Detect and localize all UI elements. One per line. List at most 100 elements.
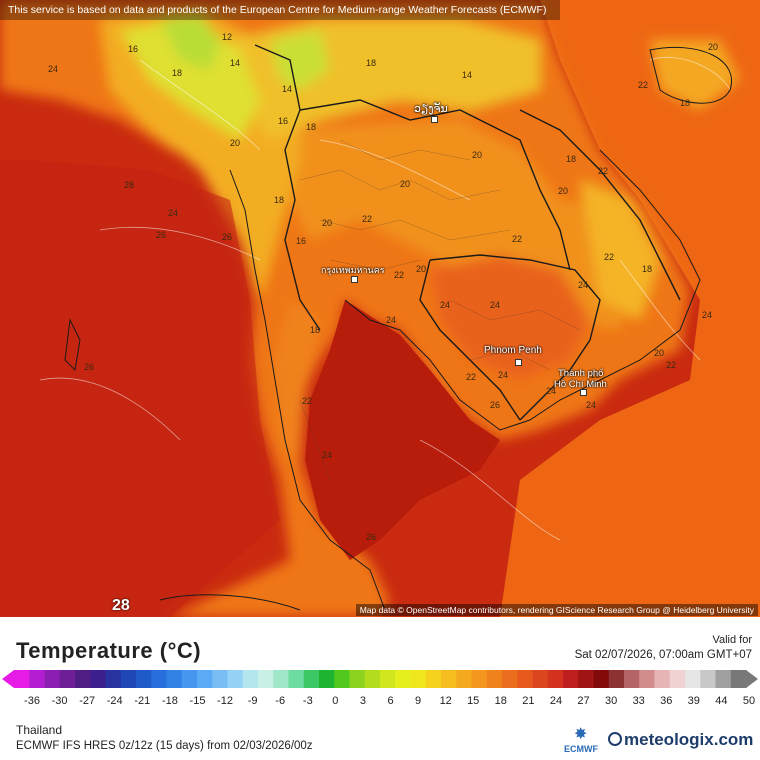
scale-tick-label: -9 <box>248 695 258 707</box>
contour-label: 20 <box>708 42 718 52</box>
contour-label: 24 <box>168 208 178 218</box>
scale-swatch <box>136 670 152 688</box>
scale-swatch <box>319 670 335 688</box>
scale-tick-label: -3 <box>303 695 313 707</box>
scale-swatch <box>715 670 732 688</box>
scale-swatch <box>29 670 46 688</box>
scale-swatch <box>639 670 656 688</box>
contour-label: 22 <box>638 80 648 90</box>
scale-tick-label: -24 <box>107 695 123 707</box>
scale-swatch <box>563 670 579 688</box>
city-label-phnom-penh: Phnom Penh <box>484 345 542 356</box>
contour-label: 16 <box>296 236 306 246</box>
scale-tick-label: 44 <box>715 695 727 707</box>
contour-label: 24 <box>586 400 596 410</box>
contour-label: 24 <box>498 370 508 380</box>
ecmwf-logo[interactable]: ✸ ECMWF <box>562 724 602 758</box>
scale-tick-label: -21 <box>134 695 150 707</box>
contour-label: 18 <box>366 58 376 68</box>
meteologix-logo-text: meteologix.com <box>624 730 754 749</box>
scale-swatch <box>197 670 213 688</box>
contour-label: 18 <box>590 370 600 380</box>
contour-label: 18 <box>680 98 690 108</box>
ecmwf-logo-text: ECMWF <box>564 744 598 754</box>
scale-swatch <box>242 670 259 688</box>
contour-label: 24 <box>440 300 450 310</box>
contour-label: 20 <box>558 186 568 196</box>
contour-label: 22 <box>598 166 608 176</box>
contour-label: 24 <box>578 280 588 290</box>
contour-label: 16 <box>278 116 288 126</box>
scale-tick-label: 27 <box>577 695 589 707</box>
contour-label: 18 <box>172 68 182 78</box>
contour-label: 28 <box>124 180 134 190</box>
city-marker-ho-chi-minh[interactable] <box>580 389 587 396</box>
contour-label: 22 <box>302 396 312 406</box>
scale-tick-label: -6 <box>275 695 285 707</box>
city-label-vientiane: ວຽງຈັນ <box>414 103 448 115</box>
scale-tick-label: 39 <box>688 695 700 707</box>
scale-tick-label: 30 <box>605 695 617 707</box>
scale-swatch <box>227 670 244 688</box>
temperature-color-scale: -36 -30 -27 -24 -21 -18 -15 -12 -9 -6 -3 0 3 6 9 12 15 18… <box>2 670 758 707</box>
scale-tick-label: 6 <box>387 695 393 707</box>
contour-label: 26 <box>156 230 166 240</box>
city-marker-bangkok[interactable] <box>351 276 358 283</box>
scale-swatch <box>502 670 518 688</box>
scale-swatch <box>166 670 183 688</box>
scale-tick-label: 3 <box>360 695 366 707</box>
contour-label: 22 <box>604 252 614 262</box>
scale-swatch <box>456 670 473 688</box>
contour-label: 24 <box>702 310 712 320</box>
contour-label: 26 <box>490 400 500 410</box>
scale-max-arrow <box>746 670 758 688</box>
scale-tick-label: -27 <box>79 695 95 707</box>
contour-label: 18 <box>642 264 652 274</box>
scale-swatch <box>258 670 274 688</box>
meteologix-logo[interactable]: meteologix.com <box>608 730 753 750</box>
scale-swatch <box>212 670 229 688</box>
contour-label: 26 <box>222 232 232 242</box>
contour-label: 20 <box>416 264 426 274</box>
scale-tick-label: 9 <box>415 695 421 707</box>
scale-swatch <box>425 670 442 688</box>
contour-label: 20 <box>322 218 332 228</box>
scale-swatch <box>471 670 488 688</box>
scale-swatch <box>593 670 610 688</box>
scale-swatch <box>151 670 168 688</box>
gulf-of-thailand <box>305 300 500 560</box>
forecast-map[interactable]: 24 16 12 14 14 18 18 14 20 16 18 20 22 1… <box>0 0 760 617</box>
scale-swatch <box>90 670 107 688</box>
model-run-info: ECMWF IFS HRES 0z/12z (15 days) from 02/… <box>16 740 313 752</box>
contour-label: 24 <box>490 300 500 310</box>
city-label-thanh-pho: Thành phố <box>558 368 604 379</box>
city-marker-vientiane[interactable] <box>431 116 438 123</box>
south-china-sea <box>500 0 760 617</box>
map-credit: Map data © OpenStreetMap contributors, r… <box>355 604 758 616</box>
contour-label: 24 <box>546 386 556 396</box>
scale-swatch <box>334 670 351 688</box>
scale-swatch <box>380 670 396 688</box>
contour-label: 26 <box>84 362 94 372</box>
city-marker-phnom-penh[interactable] <box>515 359 522 366</box>
contour-label: 14 <box>230 58 240 68</box>
region-name: Thailand <box>16 723 63 737</box>
scale-swatch <box>395 670 412 688</box>
scale-swatch <box>685 670 701 688</box>
scale-swatch <box>624 670 640 688</box>
scale-swatch <box>303 670 320 688</box>
contour-label: 22 <box>466 372 476 382</box>
temperature-map-canvas: 24 16 12 14 14 18 18 14 20 16 18 20 22 1… <box>0 0 760 617</box>
scale-tick-label: 15 <box>467 695 479 707</box>
scale-swatch <box>44 670 61 688</box>
city-label-ho-chi-minh: Hồ Chí Minh <box>554 379 607 390</box>
contour-label: 24 <box>322 450 332 460</box>
contour-label: 18 <box>310 325 320 335</box>
highlight-contour-label: 28 <box>112 597 130 614</box>
contour-label: 18 <box>566 154 576 164</box>
scale-swatch <box>700 670 717 688</box>
province-borders <box>299 139 581 481</box>
valid-for-label: Valid for <box>712 634 752 646</box>
scale-tick-label: 12 <box>440 695 452 707</box>
scale-tick-label: -12 <box>217 695 233 707</box>
